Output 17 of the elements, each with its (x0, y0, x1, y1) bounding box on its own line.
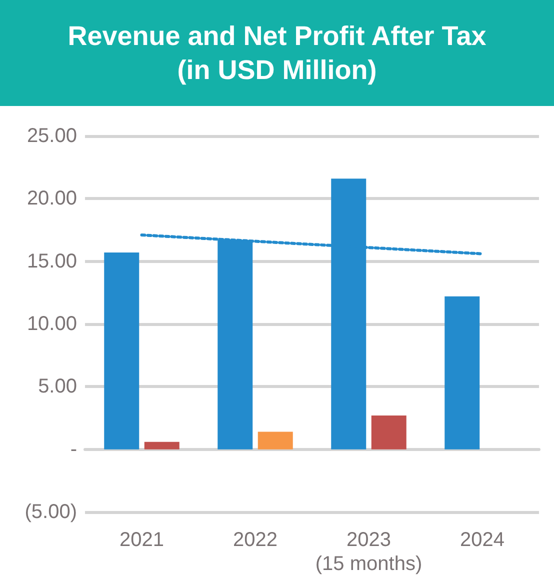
bar (144, 442, 180, 450)
y-tick-label: 20.00 (26, 188, 77, 210)
y-tick-label: - (70, 438, 77, 460)
y-tick-label: 5.00 (38, 376, 77, 398)
x-tick-label: 2022 (233, 529, 278, 551)
bar (371, 415, 406, 450)
bar (104, 252, 140, 450)
y-tick-label: 15.00 (26, 250, 77, 272)
bar (258, 432, 293, 450)
y-tick-label: 10.00 (26, 313, 77, 335)
y-tick-label: (5.00) (24, 501, 77, 523)
x-tick-label: 2023 (15 months) (315, 529, 422, 575)
bar (444, 296, 480, 450)
chart-title: Revenue and Net Profit After Tax (in USD Million) (0, 0, 554, 106)
y-tick-label: 25.00 (26, 125, 77, 147)
x-tick-label: 2021 (120, 529, 164, 551)
x-tick-label: 2024 (460, 529, 504, 551)
